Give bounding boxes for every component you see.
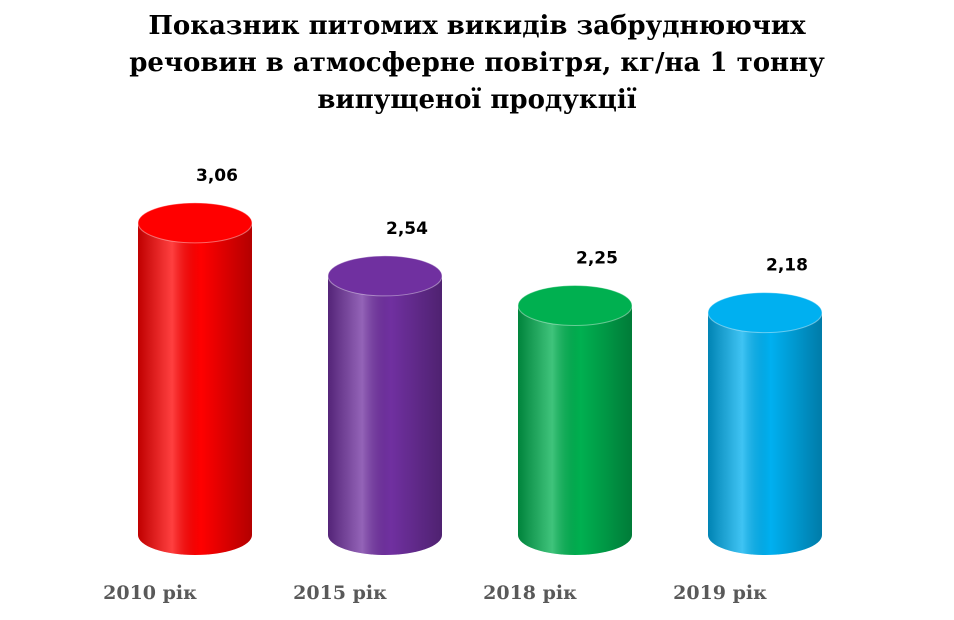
- bar-top: [517, 285, 633, 326]
- value-label: 2,54: [386, 219, 428, 239]
- bar-shading: [708, 312, 822, 555]
- x-tick-label: 2019 рік: [673, 582, 767, 604]
- chart-title: Показник питомих викидів забруднюючих ре…: [129, 11, 825, 115]
- value-label: 2,18: [766, 256, 808, 276]
- bar-top: [327, 255, 443, 297]
- bar-top: [137, 202, 253, 244]
- x-tick-label: 2018 рік: [483, 582, 577, 604]
- x-tick-label: 2010 рік: [103, 582, 197, 604]
- value-label: 3,06: [196, 166, 238, 186]
- bar-top: [707, 292, 823, 334]
- bar-shading: [518, 305, 632, 555]
- x-tick-label: 2015 рік: [293, 582, 387, 604]
- bar-shading: [328, 275, 442, 555]
- value-label: 2,25: [576, 249, 618, 269]
- bar-shading: [138, 222, 252, 555]
